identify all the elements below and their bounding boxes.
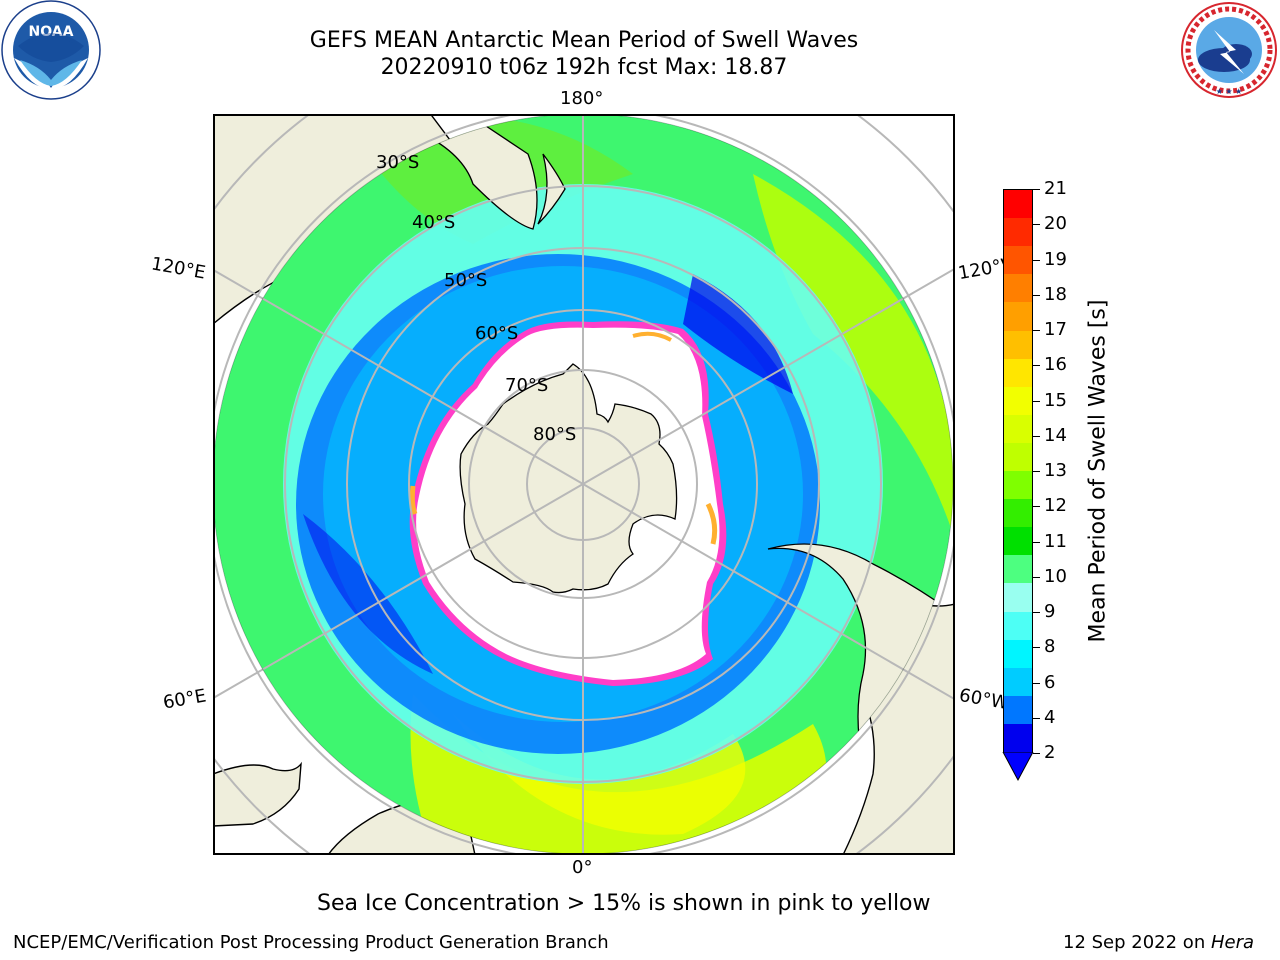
footer-credit: NCEP/EMC/Verification Post Processing Pr…: [13, 932, 609, 953]
colorbar-swatch: [1004, 527, 1032, 556]
colorbar-swatch: [1004, 274, 1032, 303]
polar-map: [213, 114, 955, 855]
colorbar-tick-label: 2: [1044, 742, 1056, 763]
nws-logo: ★ ★ ★: [1181, 2, 1277, 98]
colorbar-tick-label: 13: [1044, 460, 1067, 481]
colorbar-tick-mark: [1033, 330, 1040, 331]
colorbar-tick-mark: [1033, 224, 1040, 226]
colorbar-tick-mark: [1033, 400, 1040, 402]
lon-label-0: 0°: [572, 857, 593, 878]
colorbar-tick-label: 15: [1044, 389, 1067, 411]
footer-date-text: 12 Sep 2022 on: [1063, 932, 1211, 953]
colorbar-tick-label: 10: [1044, 565, 1067, 587]
colorbar-swatch: [1004, 302, 1032, 331]
map-frame: [213, 114, 955, 855]
colorbar-label: Mean Period of Swell Waves [s]: [1085, 299, 1111, 643]
colorbar-tick-label: 17: [1044, 319, 1067, 340]
colorbar-swatch: [1004, 555, 1032, 584]
colorbar-tick-mark: [1033, 365, 1040, 367]
noaa-logo-text: NOAA: [29, 24, 74, 40]
colorbar-tick-mark: [1033, 189, 1040, 190]
lat-label-60s: 60°S: [475, 323, 519, 344]
footer-host: Hera: [1210, 932, 1254, 953]
lat-label-70s: 70°S: [505, 375, 549, 396]
map-subtitle: 20220910 t06z 192h fcst Max: 18.87: [380, 55, 788, 80]
colorbar-tick-label: 6: [1044, 671, 1056, 693]
colorbar-tick-label: 4: [1044, 706, 1056, 728]
noaa-logo: NOAA: [1, 0, 101, 100]
colorbar-swatch: [1004, 330, 1032, 360]
colorbar-swatch: [1004, 190, 1032, 219]
colorbar-tick-label: 12: [1044, 495, 1067, 517]
colorbar-swatch: [1004, 442, 1032, 472]
colorbar-swatch: [1004, 471, 1032, 500]
colorbar-swatch: [1004, 414, 1032, 444]
colorbar-swatch: [1004, 667, 1032, 697]
lon-label-180: 180°: [560, 88, 604, 109]
colorbar-tick-label: 9: [1044, 601, 1056, 622]
lat-label-30s: 30°S: [376, 152, 420, 173]
colorbar-swatch: [1004, 583, 1032, 612]
colorbar-tick-mark: [1033, 435, 1040, 437]
colorbar-tick-mark: [1033, 471, 1040, 472]
colorbar-tick-label: 19: [1044, 248, 1067, 270]
colorbar-tick-mark: [1033, 753, 1040, 754]
colorbar-swatch: [1004, 695, 1032, 725]
colorbar-tick-mark: [1033, 612, 1040, 613]
colorbar-ticks: 21 20 19 18 17 16 15 14 13 12 11 10 9 8 6 4 2: [1033, 178, 1083, 763]
colorbar-swatch: [1004, 611, 1032, 641]
colorbar-tick-mark: [1033, 541, 1040, 543]
colorbar-tick-mark: [1033, 294, 1040, 296]
colorbar-tick-mark: [1033, 506, 1040, 508]
lat-label-40s: 40°S: [412, 212, 456, 233]
colorbar-tick-label: 20: [1044, 213, 1067, 235]
sea-ice-caption: Sea Ice Concentration > 15% is shown in …: [317, 891, 931, 916]
colorbar-tick-mark: [1033, 647, 1040, 649]
colorbar: [1003, 189, 1033, 753]
svg-text:★ ★ ★: ★ ★ ★: [1216, 87, 1243, 96]
antarctica-land: [459, 363, 678, 594]
colorbar-swatch: [1004, 499, 1032, 528]
colorbar-tick-label: 11: [1044, 530, 1067, 552]
colorbar-tick-label: 21: [1044, 178, 1067, 199]
colorbar-tick-label: 8: [1044, 636, 1056, 658]
lat-label-80s: 80°S: [533, 424, 577, 445]
colorbar-tick-mark: [1033, 682, 1040, 684]
colorbar-extend-triangle: [1002, 752, 1034, 782]
colorbar-swatch: [1004, 723, 1032, 753]
colorbar-tick-label: 16: [1044, 354, 1067, 376]
colorbar-swatch: [1004, 246, 1032, 275]
colorbar-swatch: [1004, 639, 1032, 669]
lon-label-60e: 60°E: [161, 685, 208, 714]
colorbar-tick-label: 18: [1044, 283, 1067, 305]
colorbar-swatch: [1004, 218, 1032, 247]
colorbar-swatch: [1004, 358, 1032, 388]
lat-label-50s: 50°S: [444, 270, 488, 291]
colorbar-tick-mark: [1033, 576, 1040, 578]
colorbar-tick-label: 14: [1044, 424, 1067, 446]
colorbar-tick-mark: [1033, 259, 1040, 261]
footer-date: 12 Sep 2022 on Hera: [1063, 932, 1254, 953]
map-title: GEFS MEAN Antarctic Mean Period of Swell…: [309, 28, 859, 53]
lon-label-120e: 120°E: [149, 253, 208, 284]
colorbar-swatch: [1004, 386, 1032, 416]
colorbar-tick-mark: [1033, 717, 1040, 719]
graticule: [213, 114, 955, 855]
